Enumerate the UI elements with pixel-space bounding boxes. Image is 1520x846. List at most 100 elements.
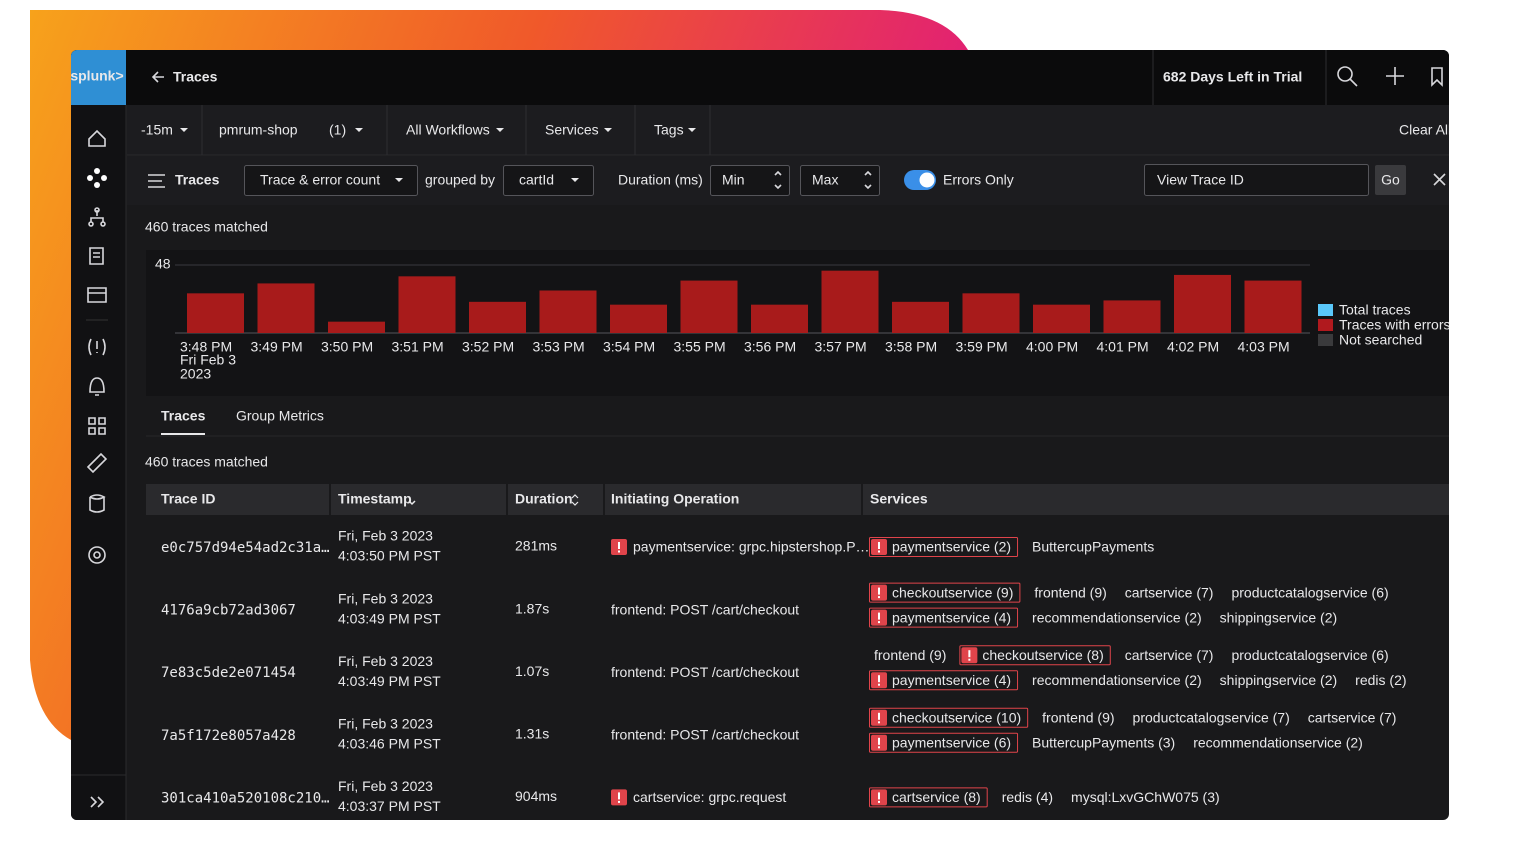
nav-metrics[interactable] xyxy=(86,452,108,474)
column-header[interactable]: Duration xyxy=(515,491,573,507)
add-icon[interactable] xyxy=(1386,67,1404,85)
nav-apm[interactable] xyxy=(87,168,107,188)
service-chip[interactable]: redis (4) xyxy=(1002,789,1053,805)
timestamp-time: 4:03:50 PM PST xyxy=(338,548,441,564)
clear-all[interactable]: Clear All xyxy=(1399,122,1451,138)
expand-icon[interactable] xyxy=(90,796,105,808)
duration: 904ms xyxy=(515,788,557,804)
environment-filter[interactable]: pmrum-shop xyxy=(219,122,298,138)
error-icon-mark xyxy=(878,737,880,745)
service-chip[interactable]: ButtercupPayments xyxy=(1032,539,1154,555)
column-header: Initiating Operation xyxy=(611,491,739,507)
service-chip[interactable]: mysql:LxvGChW075 (3) xyxy=(1071,789,1220,805)
trace-id[interactable]: 301ca410a520108c210… xyxy=(161,790,330,806)
service-chip[interactable]: recommendationservice (2) xyxy=(1032,672,1202,688)
search-icon[interactable] xyxy=(1337,66,1353,82)
metric-select[interactable] xyxy=(244,165,418,196)
trace-id[interactable]: 4176a9cb72ad3067 xyxy=(161,603,296,619)
error-icon-mark xyxy=(878,792,880,800)
service-chip[interactable]: recommendationservice (2) xyxy=(1032,609,1202,625)
bookmark-icon[interactable] xyxy=(1431,67,1443,87)
tags-filter[interactable]: Tags xyxy=(654,122,684,138)
trace-id[interactable]: 7a5f172e8057a428 xyxy=(161,728,296,744)
operation: frontend: POST /cart/checkout xyxy=(611,664,799,680)
go-button[interactable] xyxy=(1375,165,1406,195)
timestamp-date: Fri, Feb 3 2023 xyxy=(338,528,433,544)
trace-id-input[interactable] xyxy=(1144,164,1369,196)
service-chip[interactable]: ButtercupPayments (3) xyxy=(1032,735,1175,751)
service-chip[interactable]: cartservice (8) xyxy=(892,789,981,805)
menu-icon[interactable] xyxy=(148,174,165,188)
service-chip[interactable]: paymentservice (2) xyxy=(892,539,1011,555)
service-chip[interactable]: productcatalogservice (7) xyxy=(1133,710,1290,726)
tab-underline xyxy=(161,433,205,435)
service-chip[interactable]: checkoutservice (9) xyxy=(892,584,1013,600)
timestamp-date: Fri, Feb 3 2023 xyxy=(338,778,433,794)
service-chip[interactable]: shippingservice (2) xyxy=(1220,672,1338,688)
service-chip[interactable]: cartservice (7) xyxy=(1125,647,1214,663)
x-tick-date: 2023 xyxy=(180,366,211,382)
nav-settings[interactable] xyxy=(88,546,106,564)
back-icon[interactable] xyxy=(151,71,164,83)
service-chip[interactable]: cartservice (7) xyxy=(1125,584,1214,600)
search-icon[interactable] xyxy=(1349,78,1358,87)
trace-id[interactable]: 7e83c5de2e071454 xyxy=(161,665,296,681)
bar xyxy=(610,304,667,333)
service-chip[interactable]: recommendationservice (2) xyxy=(1193,735,1363,751)
nav-data[interactable] xyxy=(89,494,106,513)
service-chip[interactable]: productcatalogservice (6) xyxy=(1231,647,1388,663)
duration-label: Duration (ms) xyxy=(618,172,703,188)
bar xyxy=(1103,300,1161,333)
nav-alerts[interactable] xyxy=(88,338,106,356)
service-chip[interactable]: checkoutservice (10) xyxy=(892,710,1021,726)
legend-label: Total traces xyxy=(1339,302,1411,318)
column-header[interactable]: Timestamp xyxy=(338,491,412,507)
duration: 1.07s xyxy=(515,663,549,679)
time-filter[interactable]: -15m xyxy=(141,122,173,138)
x-tick-label: 4:00 PM xyxy=(1026,339,1078,355)
service-error-box xyxy=(869,707,1029,728)
bar xyxy=(962,293,1020,333)
timestamp-time: 4:03:46 PM PST xyxy=(338,736,441,752)
service-chip[interactable]: paymentservice (4) xyxy=(892,609,1011,625)
workflows-filter[interactable]: All Workflows xyxy=(406,122,490,138)
group-value: cartId xyxy=(519,172,554,188)
service-chip[interactable]: frontend (9) xyxy=(874,647,946,663)
back-link[interactable]: Traces xyxy=(173,69,218,85)
timestamp-time: 4:03:37 PM PST xyxy=(338,798,441,814)
max-input[interactable] xyxy=(800,165,880,196)
tabs: Traces Group Metrics xyxy=(161,408,324,435)
nav-rum[interactable] xyxy=(87,287,107,303)
service-chip[interactable]: shippingservice (2) xyxy=(1220,609,1338,625)
nav-home[interactable] xyxy=(88,129,106,147)
service-chip[interactable]: cartservice (7) xyxy=(1308,710,1397,726)
group-select[interactable] xyxy=(503,165,594,196)
top-bar xyxy=(71,50,1449,105)
tab[interactable]: Traces xyxy=(161,408,206,424)
close-icon[interactable] xyxy=(1433,173,1446,186)
nav-detectors[interactable] xyxy=(89,377,105,396)
error-icon-mark xyxy=(878,746,880,749)
services-filter[interactable]: Services xyxy=(545,122,599,138)
service-chip[interactable]: productcatalogservice (6) xyxy=(1231,584,1388,600)
filter-bar xyxy=(127,105,1449,155)
service-chip[interactable]: redis (2) xyxy=(1355,672,1406,688)
x-tick-label: 3:57 PM xyxy=(815,339,867,355)
service-chip[interactable]: checkoutservice (8) xyxy=(982,647,1103,663)
toolbar-title: Traces xyxy=(175,172,220,188)
nav-dashboards[interactable] xyxy=(88,417,106,435)
nav-map[interactable] xyxy=(90,210,104,224)
service-chip[interactable]: frontend (9) xyxy=(1042,710,1114,726)
tab[interactable]: Group Metrics xyxy=(236,408,324,424)
error-icon-mark xyxy=(878,587,880,595)
min-input[interactable] xyxy=(710,165,790,196)
service-chip[interactable]: frontend (9) xyxy=(1034,584,1106,600)
max-placeholder: Max xyxy=(812,172,838,188)
service-error-box xyxy=(869,670,1019,691)
column-header: Services xyxy=(870,491,928,507)
error-icon-mark xyxy=(878,596,880,599)
service-chip[interactable]: paymentservice (6) xyxy=(892,735,1011,751)
nav-logs[interactable] xyxy=(89,247,104,265)
trace-id[interactable]: e0c757d94e54ad2c31a… xyxy=(161,540,330,556)
service-chip[interactable]: paymentservice (4) xyxy=(892,672,1011,688)
